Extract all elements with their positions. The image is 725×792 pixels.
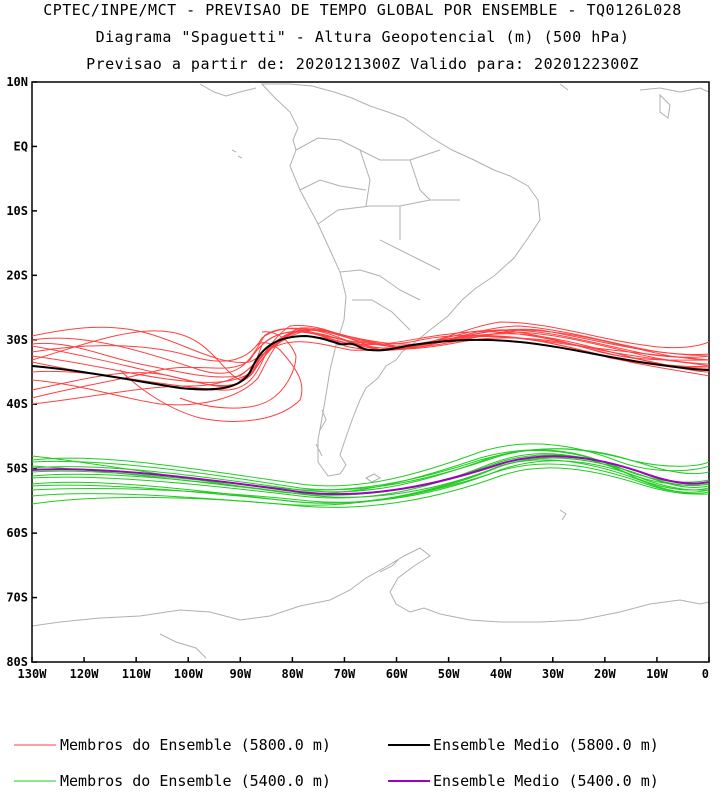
lon-label: 0: [702, 667, 709, 681]
member-5400-line: [32, 448, 709, 491]
members-5800: [32, 321, 709, 422]
lon-label: 70W: [334, 667, 356, 681]
lon-label: 90W: [229, 667, 251, 681]
member-5800-line: [32, 329, 709, 383]
lon-label: 40W: [490, 667, 512, 681]
member-5400-line: [32, 448, 709, 491]
member-5400-line: [32, 449, 709, 493]
lon-label: 120W: [70, 667, 100, 681]
member-5400-line: [32, 463, 709, 506]
legend-label: Ensemble Medio (5800.0 m): [433, 736, 659, 754]
lon-label: 20W: [594, 667, 616, 681]
member-5400-line: [32, 459, 709, 498]
lat-label: 10S: [6, 204, 28, 218]
legend-label: Membros do Ensemble (5400.0 m): [60, 772, 331, 790]
coastlines: [32, 83, 709, 659]
legend-label: Ensemble Medio (5400.0 m): [433, 772, 659, 790]
legend-item-mean-5800: Ensemble Medio (5800.0 m): [388, 736, 659, 754]
longitude-axis: 130W 120W 110W 100W 90W 80W 70W 60W 50W 40W 30W 20W…: [18, 657, 710, 681]
lon-label: 80W: [282, 667, 304, 681]
legend-item-members-5400: Membros do Ensemble (5400.0 m): [14, 772, 331, 790]
legend-item-members-5800: Membros do Ensemble (5800.0 m): [14, 736, 331, 754]
member-5400-line: [32, 443, 709, 487]
mean-5800-line: [32, 334, 709, 391]
member-5400-line: [32, 460, 709, 503]
members-5400: [32, 443, 709, 508]
title-line-1: CPTEC/INPE/MCT - PREVISAO DE TEMPO GLOBA…: [43, 1, 682, 19]
lat-label: 50S: [6, 462, 28, 476]
lat-label: 80S: [6, 655, 28, 669]
lon-label: 60W: [386, 667, 408, 681]
lon-label: 50W: [438, 667, 460, 681]
lon-label: 130W: [18, 667, 48, 681]
legend: Membros do Ensemble (5800.0 m) Ensemble …: [14, 736, 659, 790]
legend-label: Membros do Ensemble (5800.0 m): [60, 736, 331, 754]
lat-label: 30S: [6, 333, 28, 347]
lat-label: 60S: [6, 526, 28, 540]
title-line-3: Previsao a partir de: 2020121300Z Valido…: [86, 55, 639, 73]
member-5400-line: [32, 467, 709, 508]
mean-5400-line: [32, 455, 709, 496]
member-5800-line: [32, 327, 709, 367]
member-5800-line: [32, 325, 709, 406]
legend-item-mean-5400: Ensemble Medio (5400.0 m): [388, 772, 659, 790]
lat-label: EQ: [14, 139, 28, 153]
country-borders: [295, 137, 460, 346]
member-5400-line: [32, 457, 709, 504]
mean-5800: [32, 334, 709, 391]
member-5800-line: [32, 329, 709, 378]
title-line-2: Diagrama "Spaguetti" - Altura Geopotenci…: [95, 28, 630, 46]
lon-label: 100W: [174, 667, 204, 681]
south-america-outline: [260, 83, 541, 477]
member-5800-line: [32, 331, 709, 387]
lat-label: 10N: [6, 75, 28, 89]
lat-label: 40S: [6, 397, 28, 411]
lon-label: 110W: [122, 667, 152, 681]
lat-label: 20S: [6, 268, 28, 282]
lon-label: 10W: [646, 667, 668, 681]
mean-5400: [32, 455, 709, 496]
antarctica-coast: [32, 547, 709, 627]
latitude-axis: 10N EQ 10S 20S 30S 40S 50S 60S 70S 80S: [6, 75, 37, 669]
lat-label: 70S: [6, 591, 28, 605]
lon-label: 30W: [542, 667, 564, 681]
member-5800-line: [32, 328, 709, 374]
